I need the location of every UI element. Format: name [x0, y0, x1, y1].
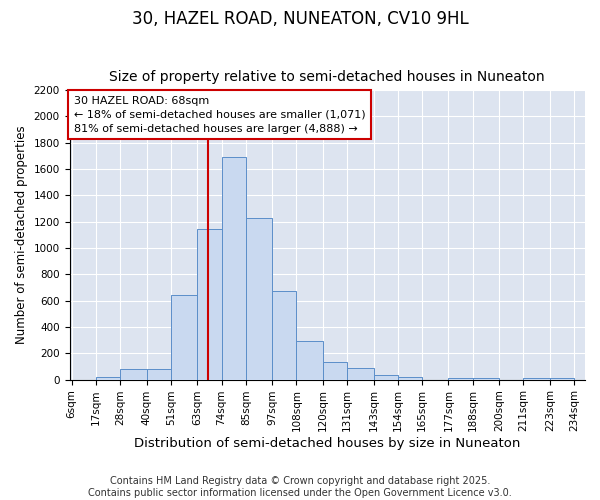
Bar: [347, 368, 374, 380]
Bar: [120, 369, 146, 380]
Text: 30, HAZEL ROAD, NUNEATON, CV10 9HL: 30, HAZEL ROAD, NUNEATON, CV10 9HL: [131, 10, 469, 28]
Bar: [96, 377, 120, 380]
Bar: [550, 378, 574, 380]
Bar: [473, 378, 499, 380]
Bar: [523, 378, 550, 380]
Bar: [323, 362, 347, 380]
Bar: [374, 375, 398, 380]
Bar: [398, 377, 422, 380]
Bar: [296, 340, 323, 380]
Bar: [448, 378, 473, 380]
X-axis label: Distribution of semi-detached houses by size in Nuneaton: Distribution of semi-detached houses by …: [134, 437, 520, 450]
Text: Contains HM Land Registry data © Crown copyright and database right 2025.
Contai: Contains HM Land Registry data © Crown c…: [88, 476, 512, 498]
Bar: [197, 230, 221, 380]
Bar: [246, 218, 272, 380]
Title: Size of property relative to semi-detached houses in Nuneaton: Size of property relative to semi-detach…: [109, 70, 545, 85]
Text: 30 HAZEL ROAD: 68sqm
← 18% of semi-detached houses are smaller (1,071)
81% of se: 30 HAZEL ROAD: 68sqm ← 18% of semi-detac…: [74, 96, 365, 134]
Bar: [221, 157, 246, 380]
Y-axis label: Number of semi-detached properties: Number of semi-detached properties: [15, 126, 28, 344]
Bar: [171, 296, 197, 380]
Bar: [146, 369, 171, 380]
Bar: [272, 292, 296, 380]
